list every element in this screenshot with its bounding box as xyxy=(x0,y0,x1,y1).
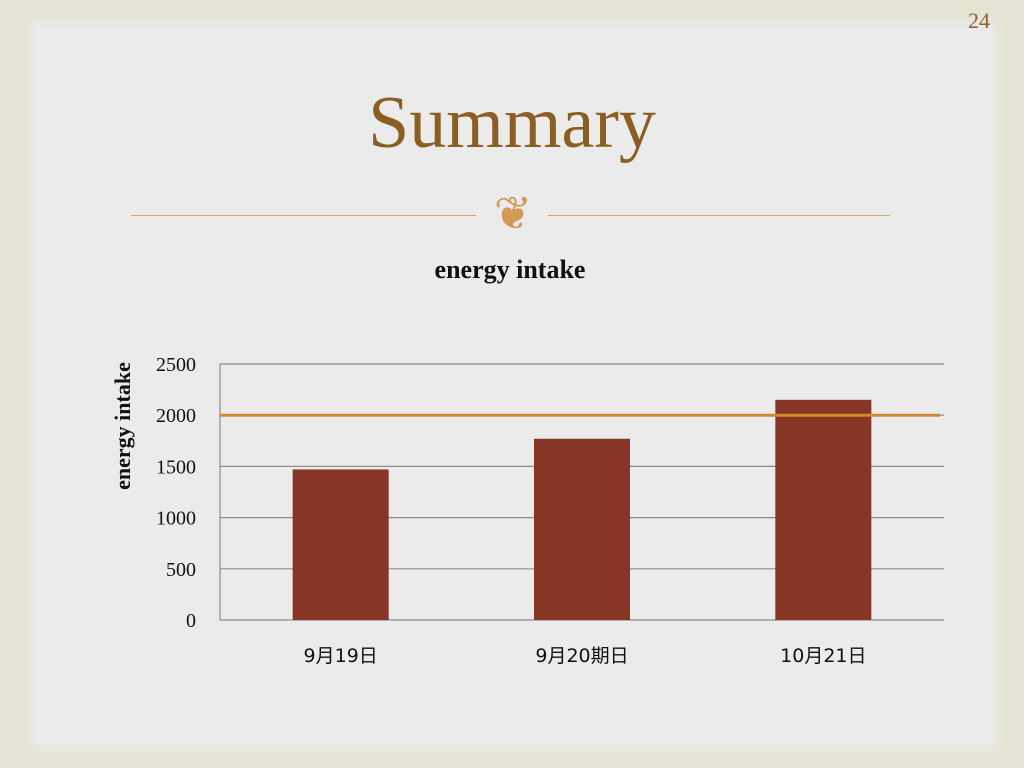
x-tick-label: 9月20期日 xyxy=(535,645,628,667)
y-tick-label: 2500 xyxy=(156,354,196,376)
bar xyxy=(775,399,872,620)
bar xyxy=(534,438,630,620)
y-tick-label: 500 xyxy=(166,559,196,581)
y-tick-label: 2000 xyxy=(156,405,196,427)
y-axis-label: energy intake xyxy=(110,362,135,490)
chart-title: energy intake xyxy=(435,255,586,284)
ornament-line-right xyxy=(548,215,890,216)
page-number: 24 xyxy=(968,8,990,33)
slide-panel xyxy=(34,26,992,744)
bar xyxy=(292,469,389,620)
ornament-line-left xyxy=(131,215,476,216)
x-tick-label: 9月19日 xyxy=(304,645,378,667)
y-tick-label: 0 xyxy=(186,610,196,632)
y-tick-label: 1000 xyxy=(156,508,196,530)
y-tick-label: 1500 xyxy=(156,456,196,478)
x-tick-label: 10月21日 xyxy=(780,645,866,667)
ornament-icon: ❦ xyxy=(493,188,533,239)
slide-title: Summary xyxy=(368,82,656,164)
